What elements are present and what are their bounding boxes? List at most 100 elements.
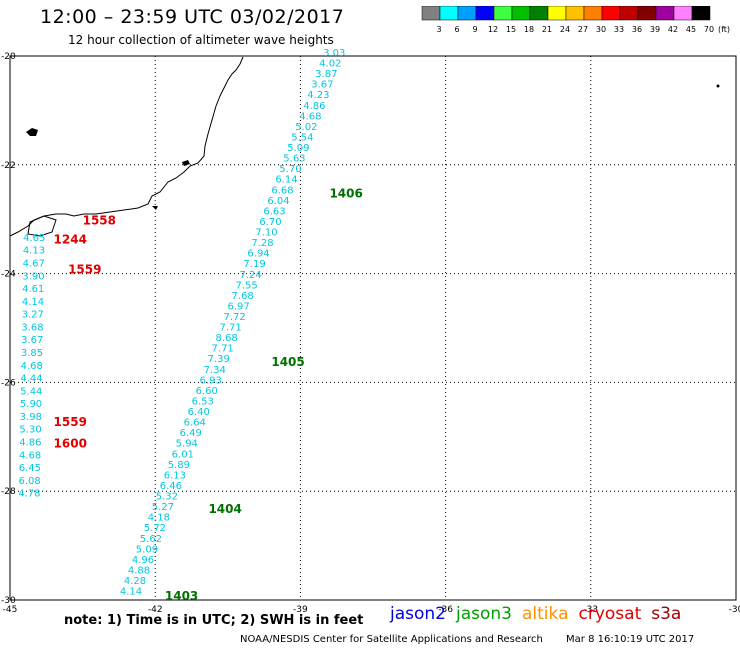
lon-label: -33	[583, 605, 598, 615]
wave-height-value: 6.04	[267, 196, 289, 207]
lat-label: -22	[1, 161, 16, 171]
color-swatch	[439, 6, 459, 21]
wave-height-value: 4.18	[148, 513, 170, 524]
wave-height-value: 4.61	[22, 284, 44, 295]
wave-height-value: 4.88	[128, 565, 150, 576]
wave-height-value: 8.68	[216, 333, 238, 344]
footer-credit: NOAA/NESDIS Center for Satellite Applica…	[240, 634, 543, 645]
wave-height-value: 7.68	[231, 291, 253, 302]
color-scale-unit: (ft)	[718, 25, 730, 34]
wave-height-value: 5.94	[176, 439, 198, 450]
altimeter-tracks: 3.034.023.873.674.234.864.685.025.545.09…	[18, 48, 363, 603]
color-swatch	[637, 6, 657, 21]
wave-height-value: 4.68	[299, 111, 321, 122]
wave-height-value: 3.67	[311, 80, 333, 91]
wave-height-value: 6.53	[192, 396, 214, 407]
satellite-altika: altika	[522, 604, 569, 624]
wave-height-value: 6.68	[271, 185, 293, 196]
wave-height-value: 6.08	[18, 476, 40, 487]
wave-height-value: 7.28	[251, 238, 273, 249]
wave-height-value: 5.32	[156, 492, 178, 503]
color-scale: 3 6 9 12 15 18 21 24 27 30 33 36 39 42 45 70 (ft)	[421, 6, 730, 34]
color-swatch	[511, 6, 531, 21]
lat-label: -24	[1, 270, 16, 280]
color-swatch	[691, 6, 711, 21]
color-swatch	[619, 6, 639, 21]
lat-label: -28	[1, 487, 16, 497]
wave-height-value: 4.67	[23, 259, 45, 270]
pass-time-label: 1559	[68, 263, 101, 277]
wave-height-value: 5.02	[295, 122, 317, 133]
track-jason3: 3.034.023.873.674.234.864.685.025.545.09…	[120, 48, 363, 603]
color-scale-label: 27	[578, 25, 588, 34]
wave-height-value: 4.14	[22, 297, 44, 308]
wave-height-value: 6.93	[200, 375, 222, 386]
wave-height-value: 5.62	[140, 534, 162, 545]
color-swatch	[565, 6, 585, 21]
coastline	[9, 56, 720, 237]
wave-height-value: 4.13	[23, 246, 45, 257]
wave-height-value: 3.90	[22, 271, 44, 282]
wave-height-value: 4.02	[319, 59, 341, 70]
wave-height-value: 7.10	[255, 228, 277, 239]
lat-label: -20	[1, 52, 16, 62]
color-scale-label: 45	[686, 25, 696, 34]
satellite-s3a: s3a	[651, 604, 682, 624]
satellite-jason3: jason3	[456, 604, 512, 624]
wave-height-value: 6.64	[184, 418, 206, 429]
wave-height-value: 3.68	[21, 322, 43, 333]
wave-height-value: 3.87	[315, 69, 337, 80]
color-swatch	[673, 6, 693, 21]
wave-height-value: 7.71	[212, 344, 234, 355]
pass-time-label: 1405	[271, 355, 304, 369]
lon-label: -45	[3, 605, 18, 615]
wave-height-value: 5.63	[283, 154, 305, 165]
color-swatch	[601, 6, 621, 21]
axis-labels: -45 -42 -39 -36 -33 -30 -20 -22 -24 -26 -28 -30	[1, 52, 740, 615]
wave-height-value: 4.78	[18, 489, 40, 500]
wave-height-value: 3.98	[20, 412, 42, 423]
wave-height-value: 3.03	[323, 48, 345, 59]
wave-height-value: 5.09	[287, 143, 309, 154]
lat-label: -26	[1, 378, 16, 388]
wave-height-value: 5.72	[144, 523, 166, 534]
wave-height-value: 4.28	[124, 576, 146, 587]
wave-height-value: 6.60	[196, 386, 218, 397]
color-scale-label: 30	[596, 25, 606, 34]
wave-height-value: 6.45	[19, 463, 41, 474]
color-scale-label: 39	[650, 25, 660, 34]
footer-timestamp: Mar 8 16:10:19 UTC 2017	[566, 634, 695, 645]
color-swatch	[547, 6, 567, 21]
wave-height-value: 6.14	[275, 175, 297, 186]
wave-height-value: 5.54	[291, 132, 313, 143]
lon-label: -36	[438, 605, 453, 615]
wave-height-value: 5.27	[152, 502, 174, 513]
wave-height-value: 3.27	[22, 310, 44, 321]
wave-height-value: 7.72	[224, 312, 246, 323]
wave-height-value: 5.44	[20, 386, 42, 397]
color-scale-label: 70	[704, 25, 714, 34]
wave-height-value: 5.89	[168, 460, 190, 471]
pass-time-label: 1559	[54, 415, 87, 429]
wave-height-value: 6.40	[188, 407, 210, 418]
color-scale-label: 3	[436, 25, 441, 34]
color-scale-label: 9	[472, 25, 477, 34]
color-scale-label: 15	[506, 25, 516, 34]
map-grid	[10, 56, 736, 600]
color-scale-label: 33	[614, 25, 624, 34]
wave-height-value: 3.67	[21, 335, 43, 346]
wave-height-value: 5.09	[136, 544, 158, 555]
wave-height-value: 6.94	[247, 249, 269, 260]
lon-label: -39	[293, 605, 308, 615]
map-frame	[9, 55, 737, 601]
lon-label: -42	[148, 605, 163, 615]
wave-height-value: 6.49	[180, 428, 202, 439]
wave-height-value: 4.86	[303, 101, 325, 112]
pass-time-label: 1403	[165, 589, 198, 603]
page-subtitle: 12 hour collection of altimeter wave hei…	[68, 33, 334, 47]
color-swatch	[493, 6, 513, 21]
wave-height-value: 7.71	[220, 323, 242, 334]
color-scale-label: 21	[542, 25, 552, 34]
color-scale-label: 24	[560, 25, 570, 34]
